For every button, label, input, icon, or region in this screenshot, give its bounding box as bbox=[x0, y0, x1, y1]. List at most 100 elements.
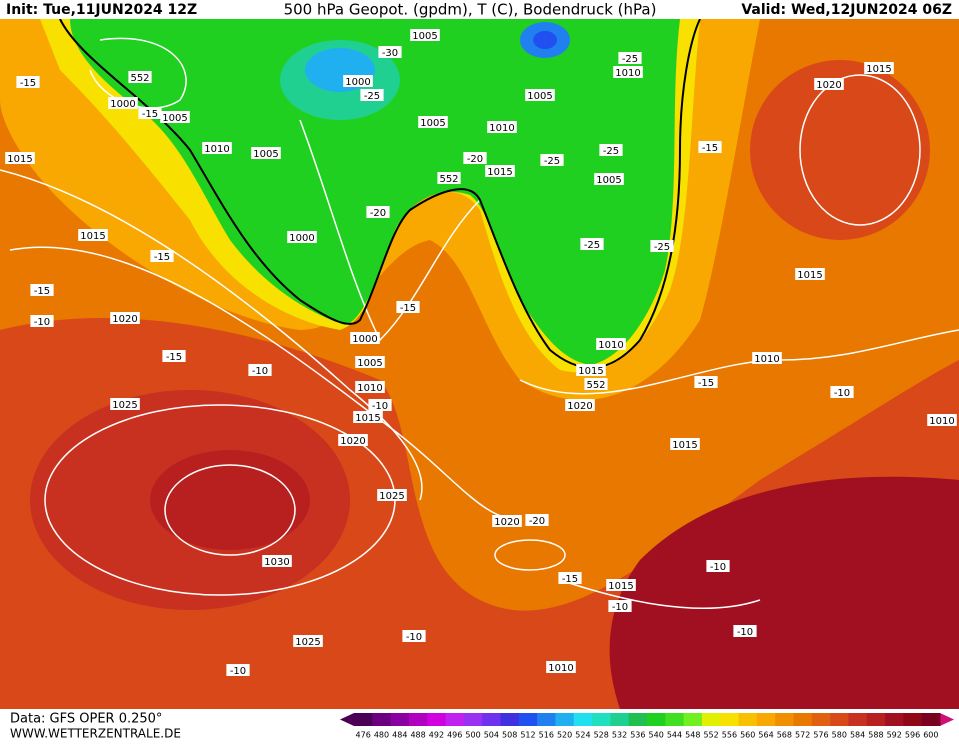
contour-label: -20 bbox=[467, 154, 483, 165]
colorbar-label: 548 bbox=[685, 731, 700, 740]
contour-label-bg bbox=[338, 434, 368, 446]
contour-label: -25 bbox=[544, 156, 560, 167]
contour-label: 1015 bbox=[608, 581, 633, 592]
contour-label: -15 bbox=[400, 303, 416, 314]
contour-label-bg bbox=[584, 378, 608, 390]
contour-label: -10 bbox=[34, 317, 50, 328]
colorbar-swatch bbox=[701, 713, 721, 726]
colorbar-swatch bbox=[885, 713, 904, 726]
contour-label: -15 bbox=[154, 252, 170, 263]
contour-line bbox=[59, 18, 701, 369]
contour-label: -10 bbox=[710, 562, 726, 573]
contour-label-bg bbox=[594, 173, 624, 185]
contour-label-bg bbox=[138, 107, 162, 119]
contour-label: -25 bbox=[364, 91, 380, 102]
contour-label: 1015 bbox=[866, 64, 891, 75]
contour-label-bg bbox=[463, 152, 487, 164]
colorbar-swatch bbox=[756, 713, 776, 726]
colorbar-swatch bbox=[610, 713, 630, 726]
contour-label: 1005 bbox=[412, 31, 437, 42]
colorbar-label: 508 bbox=[502, 731, 517, 740]
isobar bbox=[9, 246, 521, 521]
colorbar-label: 484 bbox=[392, 731, 407, 740]
contour-label-bg bbox=[830, 386, 854, 398]
colorbar-swatch bbox=[573, 713, 593, 726]
colorbar-swatch bbox=[445, 713, 465, 726]
colorbar-swatch bbox=[482, 713, 501, 726]
colorbar-swatch bbox=[903, 713, 923, 726]
colorbar-swatch bbox=[647, 713, 666, 726]
colorbar-swatch bbox=[354, 713, 373, 726]
map-title: 500 hPa Geopot. (gpdm), T (C), Bodendruc… bbox=[284, 1, 657, 19]
colorbar-label: 536 bbox=[630, 731, 645, 740]
contour-label: 1005 bbox=[357, 358, 382, 369]
colorbar-swatch bbox=[500, 713, 520, 726]
colorbar-label: 540 bbox=[649, 731, 664, 740]
isobar bbox=[494, 539, 566, 571]
contour-label: -10 bbox=[252, 366, 268, 377]
colorbar-label: 552 bbox=[703, 731, 718, 740]
colorbar-label: 524 bbox=[575, 731, 590, 740]
contour-label: 1015 bbox=[672, 440, 697, 451]
contour-label: -15 bbox=[698, 378, 714, 389]
contour-label: 1020 bbox=[340, 436, 365, 447]
contour-label: -10 bbox=[406, 632, 422, 643]
contour-label: 1010 bbox=[548, 663, 573, 674]
contour-label: -15 bbox=[166, 352, 182, 363]
contour-label: 1005 bbox=[253, 149, 278, 160]
contour-label: 1030 bbox=[264, 557, 289, 568]
contour-label: 1010 bbox=[357, 383, 382, 394]
552-contour bbox=[59, 18, 701, 369]
colorbar-swatch bbox=[738, 713, 758, 726]
contour-label-bg bbox=[565, 399, 595, 411]
contour-label-bg bbox=[418, 116, 448, 128]
contour-label-bg bbox=[927, 414, 957, 426]
contour-label-bg bbox=[670, 438, 700, 450]
contour-label: -10 bbox=[230, 666, 246, 677]
contour-label: 1010 bbox=[754, 354, 779, 365]
colorbar-swatch bbox=[372, 713, 392, 726]
data-source: Data: GFS OPER 0.250° bbox=[10, 712, 162, 727]
contour-label: 1020 bbox=[816, 80, 841, 91]
contour-label: -25 bbox=[622, 54, 638, 65]
contour-label: -10 bbox=[372, 401, 388, 412]
contour-label-bg bbox=[485, 165, 515, 177]
colorbar-label: 580 bbox=[832, 731, 847, 740]
contour-label-bg bbox=[410, 29, 440, 41]
contour-label-bg bbox=[613, 66, 643, 78]
isobar bbox=[0, 169, 423, 501]
contour-label: 1020 bbox=[112, 314, 137, 325]
contour-label: -25 bbox=[584, 240, 600, 251]
contour-label: -15 bbox=[562, 574, 578, 585]
contour-label-bg bbox=[360, 89, 384, 101]
colorbar-swatch bbox=[518, 713, 538, 726]
colorbar-swatch bbox=[811, 713, 831, 726]
colorbar-label: 544 bbox=[667, 731, 682, 740]
contour-label: 1010 bbox=[489, 123, 514, 134]
contour-label: 1000 bbox=[110, 99, 135, 110]
contour-label: -20 bbox=[370, 208, 386, 219]
colorbar-swatch bbox=[592, 713, 611, 726]
colorbar-label: 596 bbox=[905, 731, 920, 740]
contour-label: 552 bbox=[586, 380, 605, 391]
contour-label: 1000 bbox=[352, 334, 377, 345]
header-bar bbox=[0, 0, 959, 19]
isobar bbox=[164, 464, 296, 556]
colorbar-label: 584 bbox=[850, 731, 865, 740]
contour-label-bg bbox=[251, 147, 281, 159]
colorbar-swatch bbox=[830, 713, 849, 726]
colorbar-swatch bbox=[720, 713, 740, 726]
contour-label-bg bbox=[248, 364, 272, 376]
contour-label-bg bbox=[576, 364, 606, 376]
contour-label-bg bbox=[5, 152, 35, 164]
contour-label: 552 bbox=[130, 73, 149, 84]
colorbar-swatch bbox=[793, 713, 813, 726]
contour-label-bg bbox=[368, 399, 392, 411]
colorbar-label: 568 bbox=[777, 731, 792, 740]
colorbar-label: 492 bbox=[429, 731, 444, 740]
warm-region-se bbox=[609, 476, 959, 709]
contour-label-bg bbox=[694, 376, 718, 388]
contour-label: 1005 bbox=[162, 113, 187, 124]
contour-label: 1015 bbox=[355, 413, 380, 424]
